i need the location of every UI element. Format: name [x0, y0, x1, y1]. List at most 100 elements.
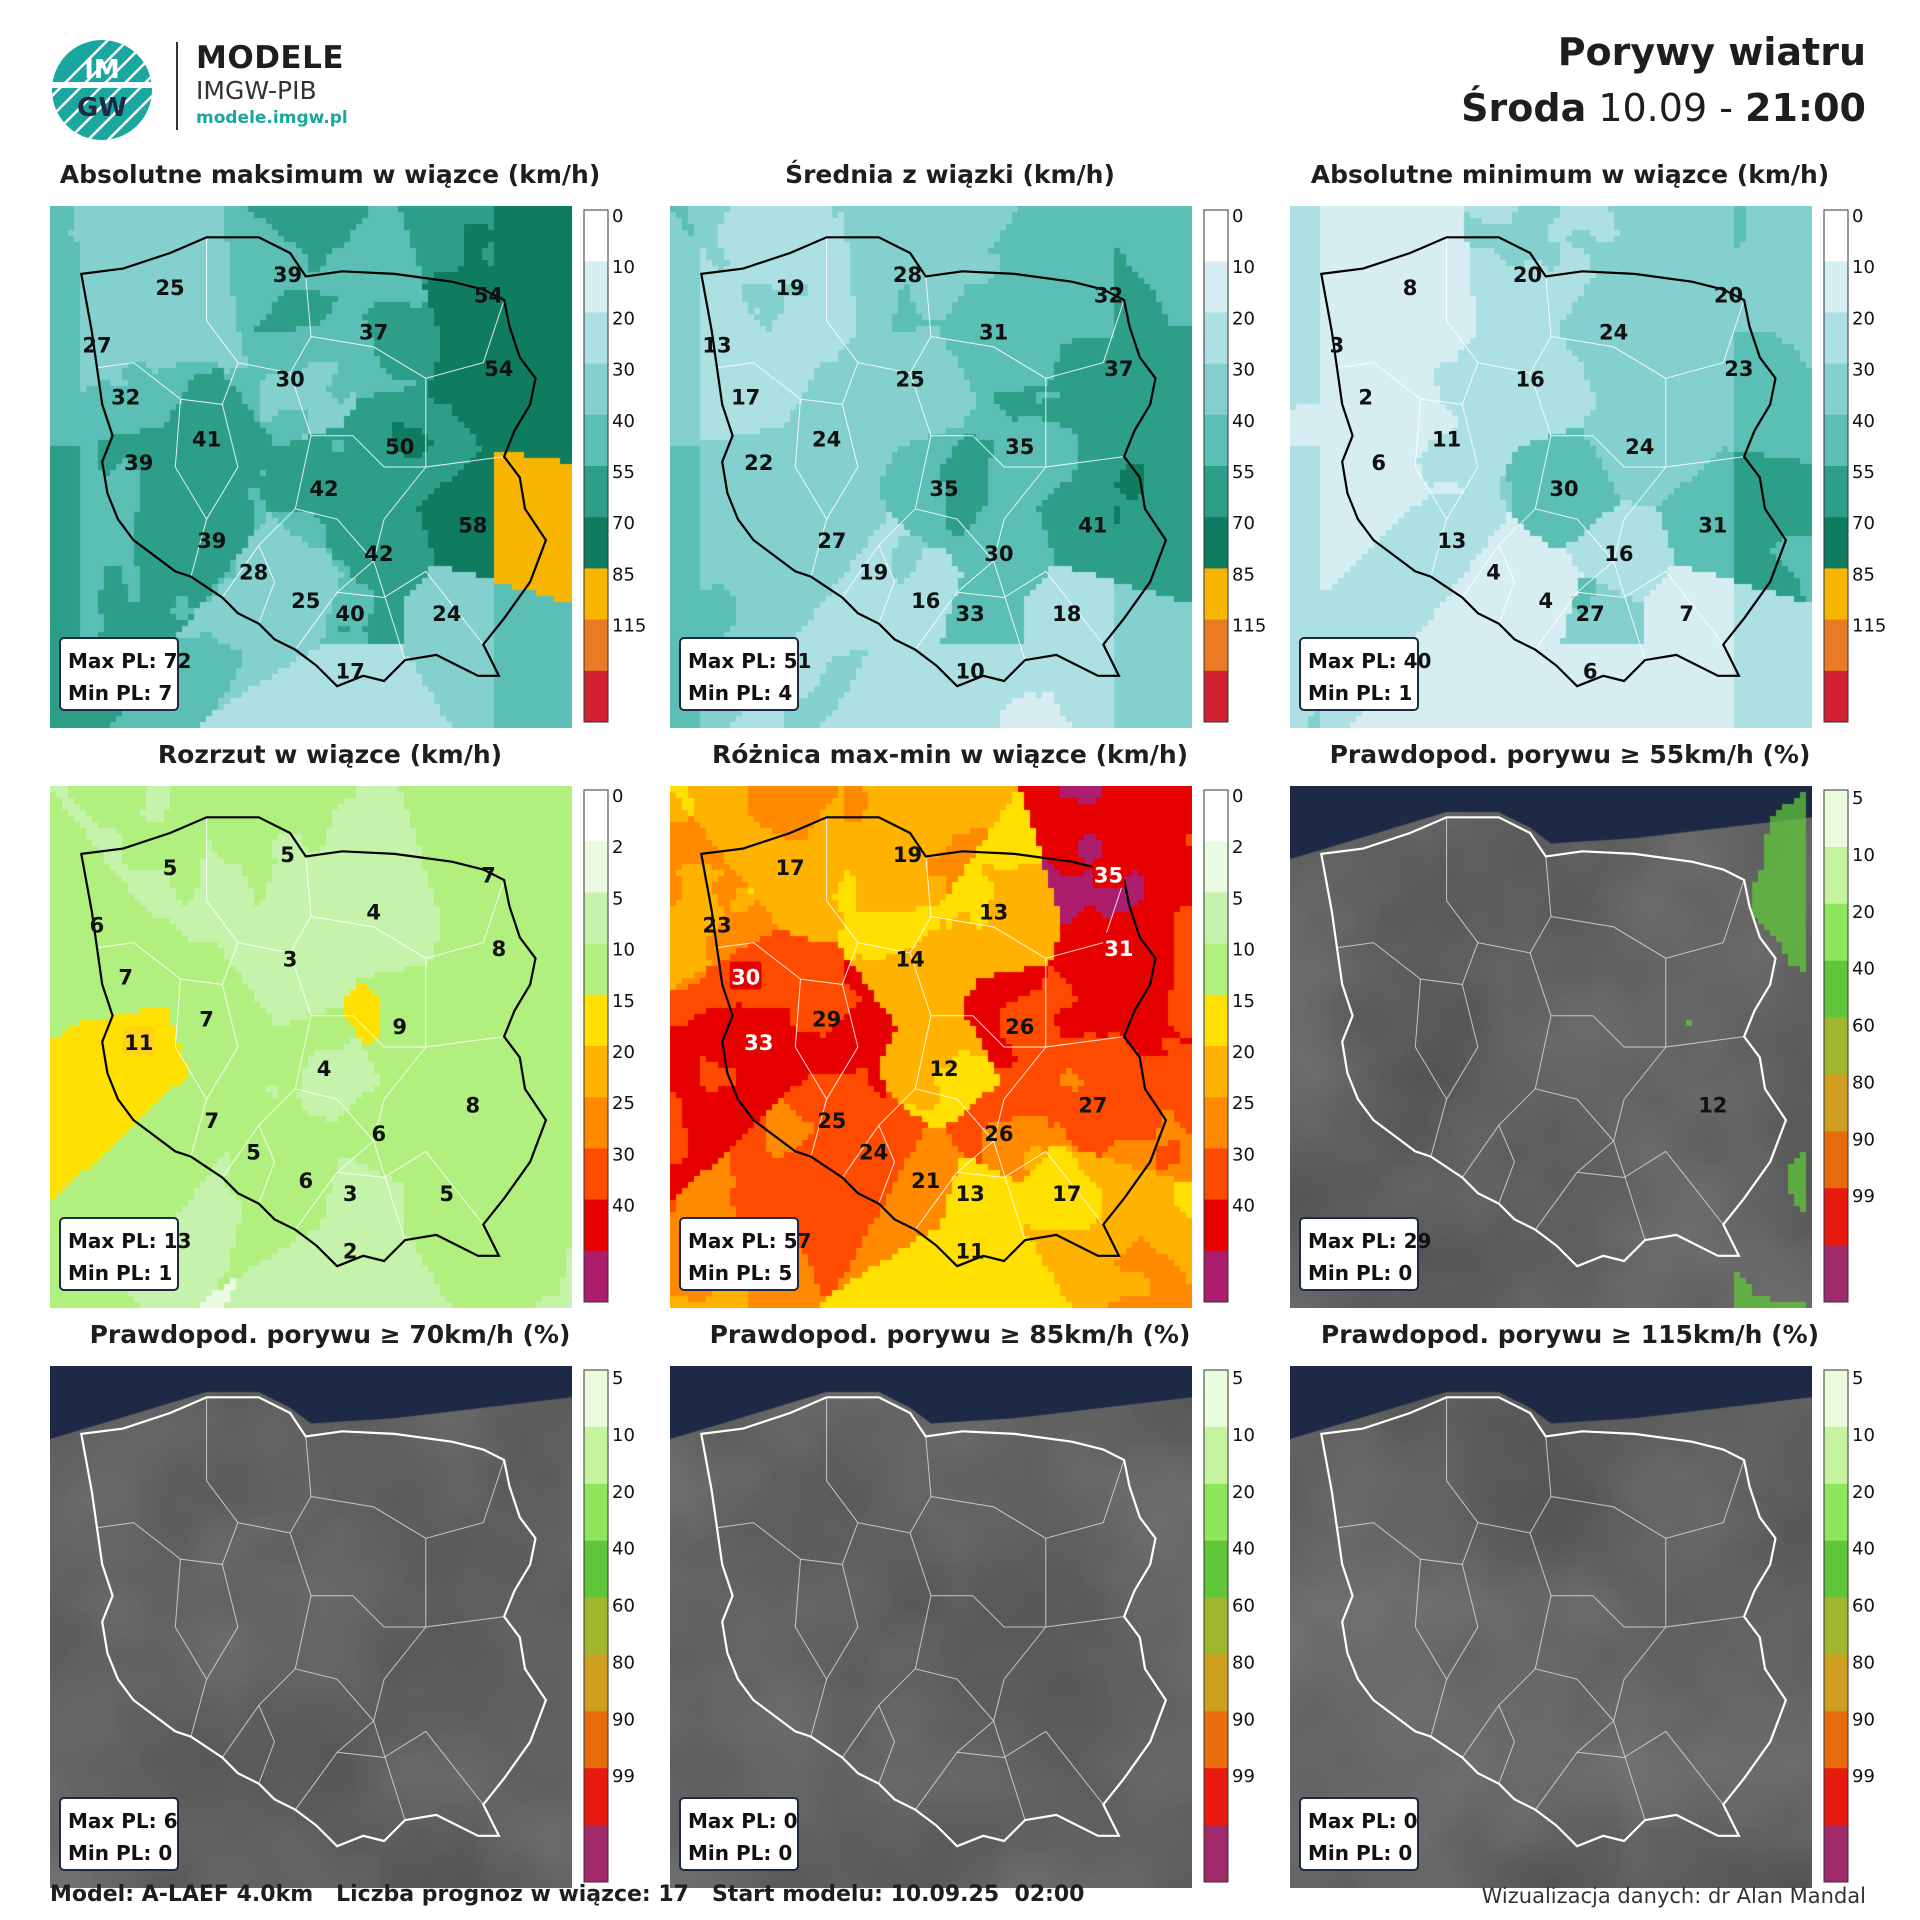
svg-text:10: 10 — [956, 660, 985, 684]
value-label: 5 — [163, 856, 178, 880]
colorbar-swatch — [1204, 1370, 1228, 1428]
value-label: 6 — [372, 1122, 387, 1146]
max-min-box: Max PL: 29 Min PL: 0 — [1299, 1217, 1431, 1291]
value-label: 16 — [1604, 542, 1633, 566]
svg-text:6: 6 — [1371, 451, 1386, 475]
colorbar-swatch — [584, 517, 608, 569]
region-border — [1551, 1015, 1745, 1048]
value-label: 4 — [366, 900, 381, 924]
max-min-box: Max PL: 6 Min PL: 0 — [59, 1797, 179, 1871]
value-label: 29 — [812, 1007, 841, 1031]
svg-text:30: 30 — [276, 367, 305, 391]
region-border — [841, 952, 932, 1178]
max-label: Max PL: 29 — [1308, 1229, 1431, 1253]
value-label: 39 — [124, 451, 153, 475]
forecast-map[interactable]: 5 5 7 6 4 8 7 3 7 9 11 4 8 7 6 5 6 3 5 2 Max PL: 13 Min PL: 1 — [50, 786, 572, 1308]
svg-text:3: 3 — [343, 1182, 358, 1206]
value-label: 17 — [731, 386, 760, 410]
colorbar-swatch — [1204, 261, 1228, 313]
colorbar-tick: 80 — [612, 1652, 635, 1673]
forecast-map[interactable]: Max PL: 0 Min PL: 0 — [1290, 1366, 1812, 1888]
min-label: Min PL: 4 — [688, 681, 792, 705]
colorbar-swatch — [1824, 1540, 1848, 1599]
colorbar-tick: 10 — [612, 1425, 635, 1446]
forecast-map[interactable]: Max PL: 6 Min PL: 0 — [50, 1366, 572, 1888]
svg-text:41: 41 — [192, 427, 221, 451]
colorbar-tick: 99 — [1232, 1766, 1255, 1787]
forecast-map[interactable]: 8 20 20 3 24 23 2 16 11 24 6 30 31 13 16 4 4 27 7 6 Max PL: … — [1290, 206, 1812, 728]
forecast-map[interactable]: 12 Max PL: 29 Min PL: 0 — [1290, 786, 1812, 1308]
max-label: Max PL: 72 — [68, 649, 191, 673]
brand-main: MODELE — [196, 40, 345, 76]
forecast-map[interactable]: Max PL: 0 Min PL: 0 — [670, 1366, 1192, 1888]
value-label: 35 — [929, 477, 958, 501]
colorbar-swatch — [1204, 1199, 1228, 1252]
colorbar-swatch — [1824, 619, 1848, 672]
region-border — [1477, 1436, 1552, 1534]
colorbar-tick: 10 — [612, 257, 635, 278]
max-min-box: Max PL: 57 Min PL: 5 — [679, 1217, 811, 1291]
svg-text:13: 13 — [702, 333, 731, 357]
colorbar-swatch — [1204, 670, 1228, 723]
value-label: 11 — [956, 1240, 985, 1264]
svg-text:9: 9 — [392, 1015, 407, 1039]
forecast-map[interactable]: 17 19 35 23 13 31 30 14 29 26 33 12 27 25 26 24 21 13 17 11… — [670, 786, 1192, 1308]
region-border — [957, 1150, 1104, 1225]
value-label: 33 — [956, 602, 985, 626]
forecast-map[interactable]: 19 28 32 13 31 37 17 25 24 35 22 35 41 27 30 19 16 33 18 10… — [670, 206, 1192, 728]
svg-text:11: 11 — [124, 1031, 153, 1055]
value-label: 24 — [1599, 320, 1628, 344]
colorbar-swatch — [584, 892, 608, 945]
region-border — [930, 1459, 1125, 1539]
map-overlay: Max PL: 0 Min PL: 0 — [1299, 1396, 1788, 1871]
colorbar-swatch — [1204, 790, 1228, 842]
svg-text:42: 42 — [309, 477, 338, 501]
value-label: 26 — [984, 1122, 1013, 1146]
map-panel: Średnia z wiązki (km/h) 19 28 32 13 31 37 17 25 2… — [670, 160, 1270, 740]
colorbar-swatch — [1824, 517, 1848, 569]
svg-text:39: 39 — [124, 451, 153, 475]
value-label: 5 — [439, 1182, 454, 1206]
svg-text:16: 16 — [911, 589, 940, 613]
colorbar-tick: 40 — [1232, 1539, 1255, 1560]
svg-text:35: 35 — [1005, 435, 1034, 459]
region-border — [957, 1730, 1104, 1805]
region-border — [1613, 378, 1667, 661]
colorbar: 5 10 20 40 60 80 90 99 — [583, 1368, 635, 1883]
map-panel: Absolutne maksimum w wiązce (km/h) 25 39 54… — [50, 160, 650, 740]
colorbar-swatch — [584, 1046, 608, 1098]
region-border — [1534, 1668, 1615, 1810]
colorbar-tick: 20 — [1232, 308, 1255, 329]
svg-text:27: 27 — [817, 529, 846, 553]
brand-url[interactable]: modele.imgw.pl — [196, 108, 348, 128]
colorbar-tick: 70 — [1232, 513, 1255, 534]
max-min-box: Max PL: 40 Min PL: 1 — [1299, 637, 1431, 711]
country-border — [1320, 816, 1788, 1268]
panel-title: Prawdopod. porywu ≥ 115km/h (%) — [1320, 1320, 1820, 1349]
region-border — [337, 570, 484, 645]
colorbar-swatch — [1204, 841, 1228, 893]
region-border — [1550, 299, 1745, 379]
svg-text:31: 31 — [979, 320, 1008, 344]
colorbar-tick: 99 — [1852, 1186, 1875, 1207]
value-label: 24 — [859, 1140, 888, 1164]
value-label: 35 — [1005, 435, 1034, 459]
forecast-map[interactable]: 25 39 54 27 37 54 32 30 41 50 39 42 58 39 42 28 25 40 24 17… — [50, 206, 572, 728]
value-label: 2 — [1358, 386, 1373, 410]
svg-text:17: 17 — [1052, 1182, 1081, 1206]
svg-text:24: 24 — [1625, 435, 1654, 459]
colorbar: 5 10 20 40 60 80 90 99 — [1203, 1368, 1255, 1883]
svg-text:33: 33 — [744, 1031, 773, 1055]
region-border — [1414, 1559, 1448, 1680]
colorbar-swatch — [1204, 1426, 1228, 1485]
region-border — [96, 817, 239, 985]
svg-text:5: 5 — [280, 843, 295, 867]
region-border — [258, 545, 276, 624]
svg-text:26: 26 — [984, 1122, 1013, 1146]
colorbar-tick: 40 — [612, 1196, 635, 1217]
value-label: 17 — [336, 660, 365, 684]
region-border — [716, 1397, 859, 1565]
svg-text:3: 3 — [1330, 333, 1345, 357]
value-label: 6 — [298, 1169, 313, 1193]
